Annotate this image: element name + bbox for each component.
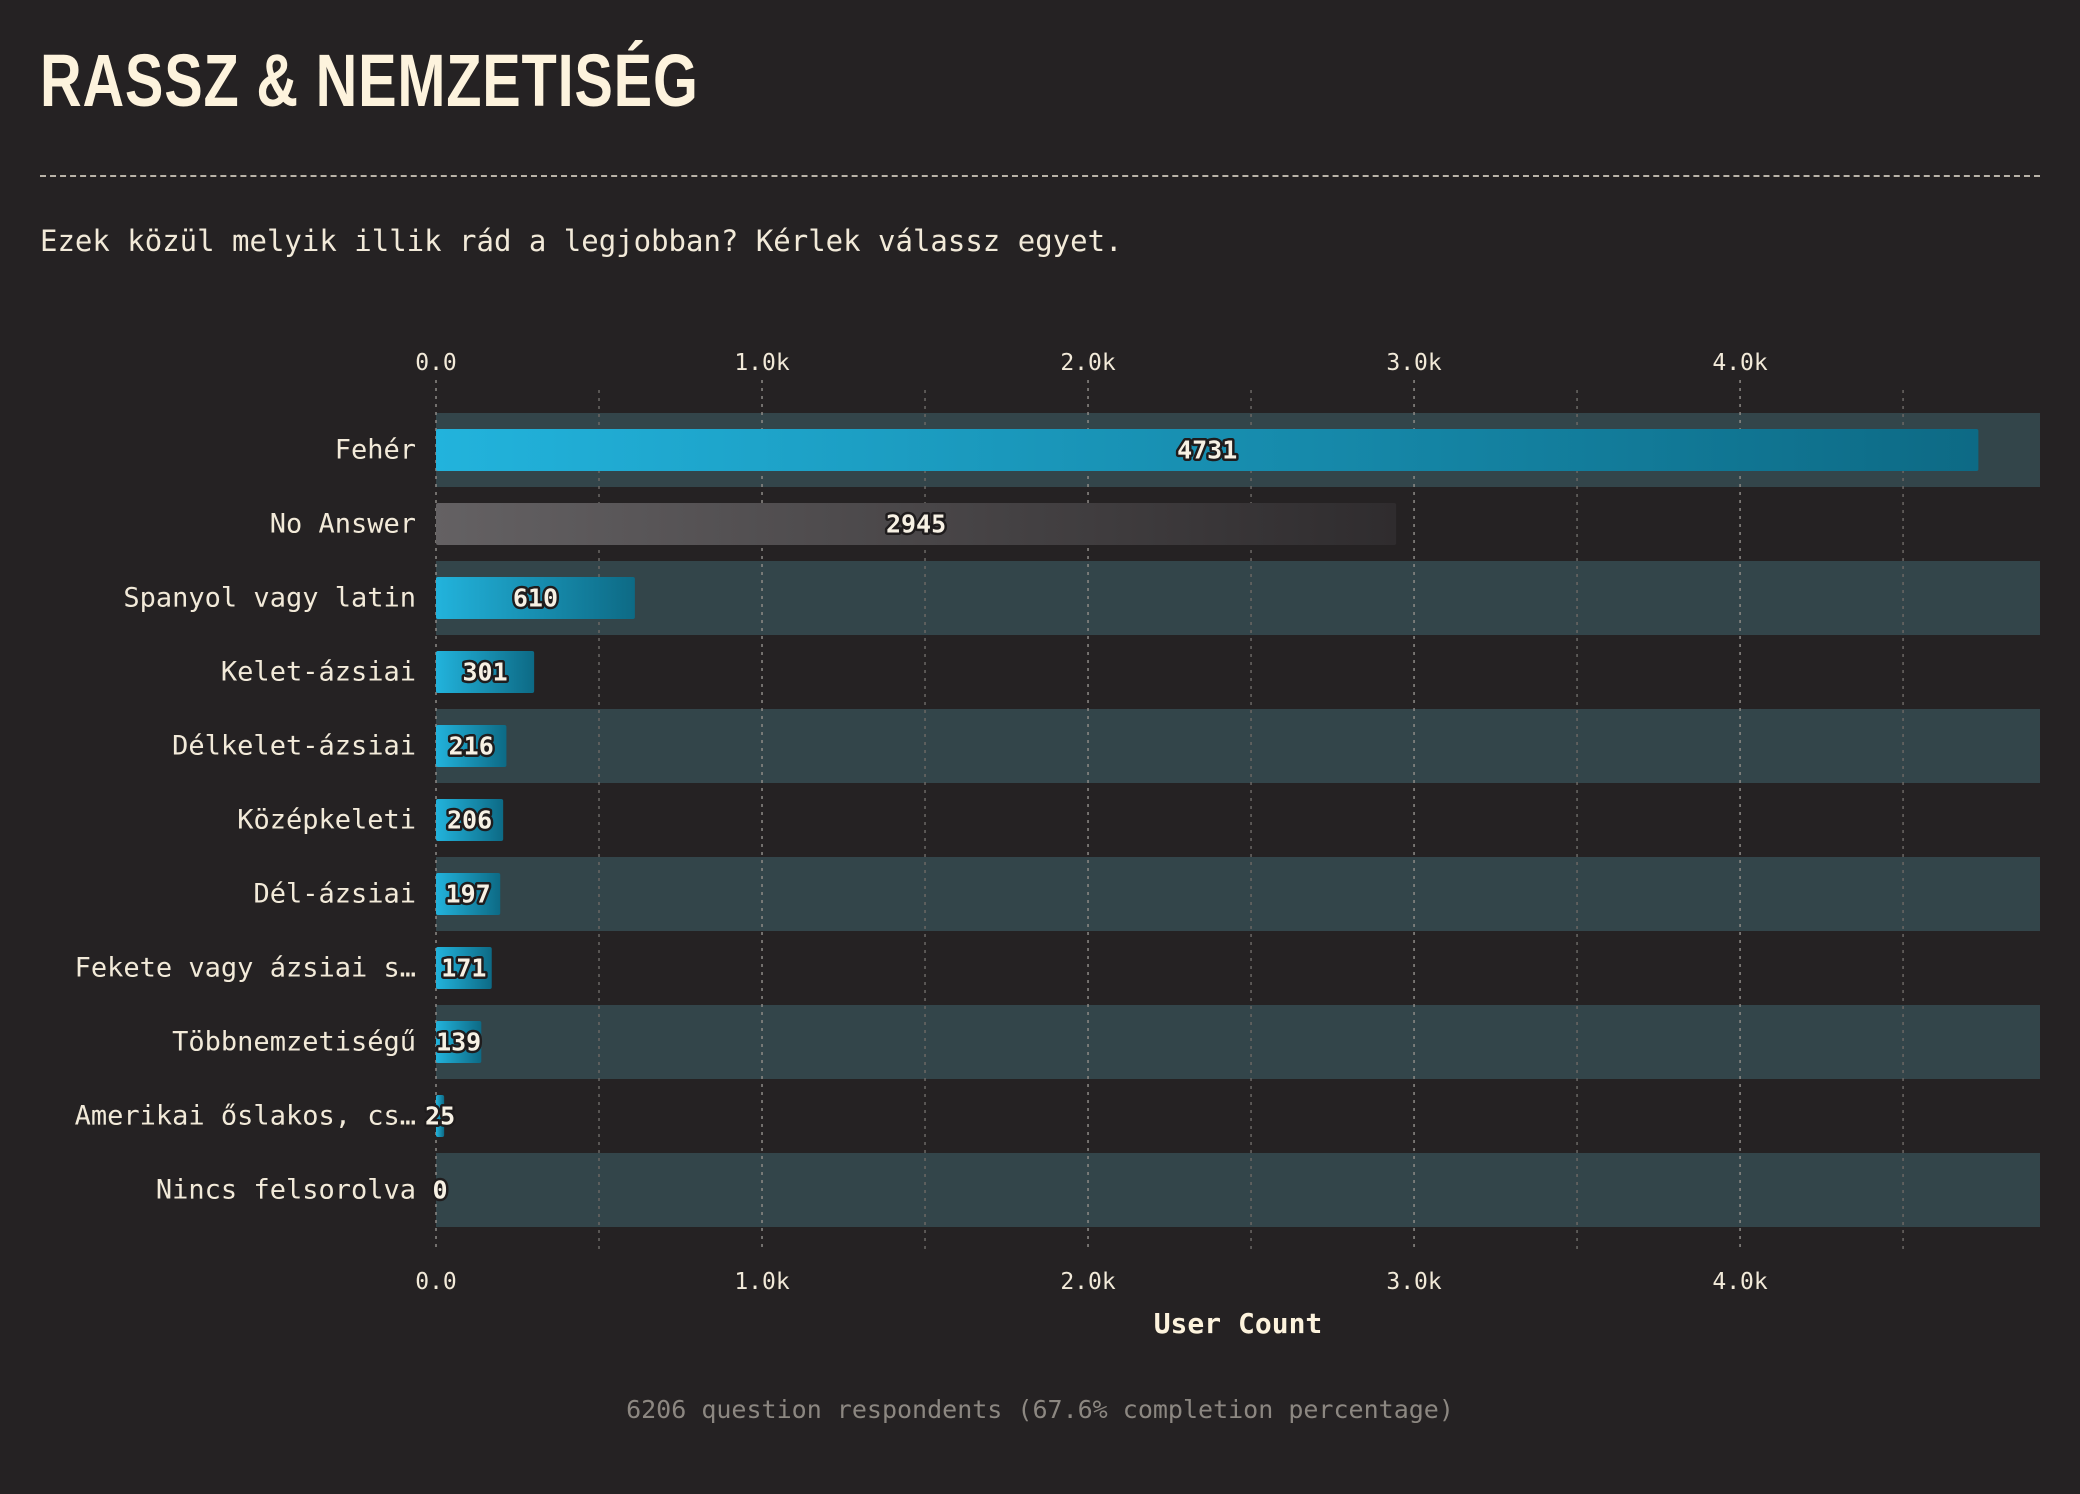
bar-chart: 4731 2945 610 301 216 206 197 171 139 25 0 Fehér No… <box>75 350 2040 1340</box>
x-axis-label: User Count <box>1154 1307 1323 1340</box>
x-tick-label-top: 1.0k <box>734 350 790 376</box>
bar <box>436 947 492 989</box>
category-label: Amerikai őslakos, cs… <box>75 1101 416 1132</box>
bar <box>436 873 501 915</box>
x-tick-label-bottom: 0.0 <box>415 1269 457 1295</box>
bar-value-label: 206 <box>447 806 492 835</box>
bar <box>436 503 1397 545</box>
x-tick-label-top: 2.0k <box>1060 350 1116 376</box>
bar <box>436 1095 445 1137</box>
row-band <box>436 857 2040 931</box>
bar-value-label: 25 <box>425 1102 455 1131</box>
category-label: Kelet-ázsiai <box>221 657 416 688</box>
row-band <box>436 561 2040 635</box>
bar-value-label: 197 <box>446 880 491 909</box>
respondents-note: 6206 question respondents (67.6% complet… <box>626 1395 1454 1424</box>
category-label: Fehér <box>335 435 416 466</box>
bar <box>436 1021 482 1063</box>
title-divider <box>40 175 2040 177</box>
bar <box>436 725 507 767</box>
page-title: RASSZ & NEMZETISÉG <box>40 39 699 122</box>
bar-value-label: 171 <box>441 954 486 983</box>
x-tick-label-bottom: 4.0k <box>1712 1269 1768 1295</box>
bar-value-label: 4731 <box>1177 436 1237 465</box>
category-label: Többnemzetiségű <box>172 1027 416 1058</box>
category-label: Spanyol vagy latin <box>123 583 416 614</box>
bar <box>436 651 535 693</box>
category-label: Délkelet-ázsiai <box>172 731 416 762</box>
x-tick-label-bottom: 3.0k <box>1386 1269 1442 1295</box>
bar-value-label: 301 <box>462 658 507 687</box>
x-tick-label-top: 3.0k <box>1386 350 1442 376</box>
category-label: Dél-ázsiai <box>253 879 416 910</box>
x-tick-label-top: 4.0k <box>1712 350 1768 376</box>
bar-value-label: 2945 <box>886 510 946 539</box>
category-label: Fekete vagy ázsiai s… <box>75 953 416 984</box>
row-band <box>436 1153 2040 1227</box>
category-label: Nincs felsorolva <box>156 1175 416 1206</box>
bar-value-label: 610 <box>513 584 558 613</box>
x-tick-label-bottom: 1.0k <box>734 1269 790 1295</box>
x-tick-label-top: 0.0 <box>415 350 457 376</box>
row-band <box>436 1005 2040 1079</box>
bar <box>436 429 1979 471</box>
row-band <box>436 709 2040 783</box>
bar-value-label: 0 <box>432 1176 447 1205</box>
category-label: No Answer <box>270 509 416 540</box>
question-text: Ezek közül melyik illik rád a legjobban?… <box>40 224 1123 258</box>
x-tick-label-bottom: 2.0k <box>1060 1269 1116 1295</box>
bar <box>436 577 635 619</box>
bar-value-label: 139 <box>436 1028 481 1057</box>
bar <box>436 799 504 841</box>
bar-value-label: 216 <box>449 732 494 761</box>
category-label: Középkeleti <box>237 805 416 836</box>
